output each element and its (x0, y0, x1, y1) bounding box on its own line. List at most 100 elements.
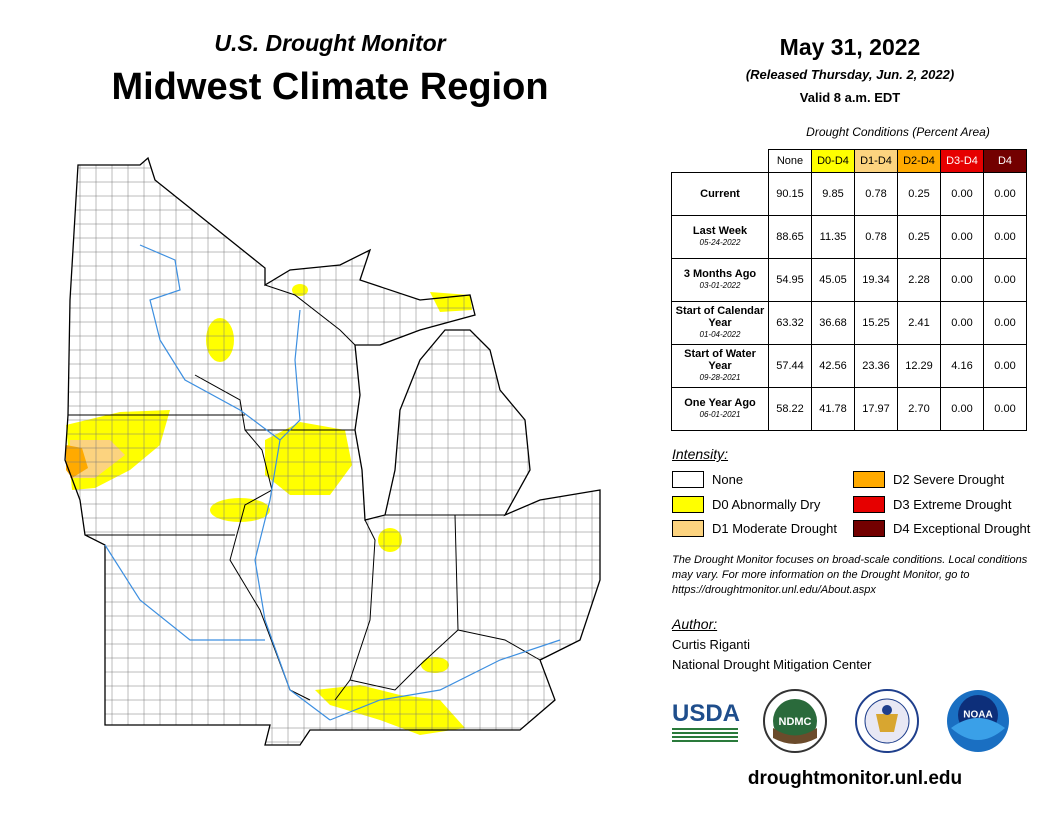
legend-item: D1 Moderate Drought (672, 520, 837, 537)
cell: 0.00 (940, 215, 984, 259)
logo-text: NDMC (779, 716, 812, 728)
cell: 63.32 (768, 301, 812, 345)
table-row: 3 Months Ago 03-01-2022 54.95 45.05 19.34 2.2… (671, 258, 1027, 302)
row-date: 09-28-2021 (699, 373, 741, 382)
cell: 0.00 (940, 172, 984, 216)
legend-item: D4 Exceptional Drought (853, 520, 1030, 537)
cell: 90.15 (768, 172, 812, 216)
column-header: D4 (983, 149, 1027, 173)
usda-logo: USDA (672, 700, 741, 746)
cell: 0.00 (940, 301, 984, 345)
cell: 0.00 (983, 344, 1027, 388)
cell: 2.41 (897, 301, 941, 345)
row-label: Start of Water Year 09-28-2021 (671, 344, 769, 388)
cell: 88.65 (768, 215, 812, 259)
table-row: Last Week 05-24-2022 88.65 11.35 0.78 0.25 0.0… (671, 215, 1027, 259)
legend-swatch (672, 520, 704, 537)
cell: 0.25 (897, 172, 941, 216)
rivers (104, 244, 561, 721)
table-caption: Drought Conditions (Percent Area) (806, 125, 990, 139)
logo-stripes (672, 728, 738, 742)
cell: 42.56 (811, 344, 855, 388)
table-row: One Year Ago 06-01-2021 58.22 41.78 17.97 2.7… (671, 387, 1027, 431)
cell: 0.25 (897, 215, 941, 259)
cell: 11.35 (811, 215, 855, 259)
column-header: D3-D4 (940, 149, 984, 173)
note: The Drought Monitor focuses on broad-sca… (672, 554, 1028, 596)
row-date: 06-01-2021 (699, 410, 741, 419)
legend-item: D2 Severe Drought (853, 471, 1004, 488)
row-name: Start of Water Year (684, 348, 756, 372)
legend-label: None (712, 472, 744, 487)
row-label: Current (671, 172, 769, 216)
valid-time: Valid 8 a.m. EDT (799, 90, 901, 105)
legend-item: D3 Extreme Drought (853, 495, 1012, 513)
cell: 0.00 (983, 301, 1027, 345)
legend-label: D3 Extreme Drought (893, 496, 1012, 512)
legend-swatch (672, 471, 704, 488)
state-borders (68, 284, 541, 701)
row-label: 3 Months Ago 03-01-2022 (671, 258, 769, 302)
row-label: Start of Calendar Year 01-04-2022 (671, 301, 769, 345)
column-header: D1-D4 (854, 149, 898, 173)
conditions-table: None D0-D4 D1-D4 D2-D4 D3-D4 D4 Current 90.15 9.… (671, 149, 1027, 431)
cell: 2.28 (897, 258, 941, 302)
cell: 9.85 (811, 172, 855, 216)
cell: 45.05 (811, 258, 855, 302)
logo-text: NOAA (963, 710, 992, 721)
row-name: Current (700, 188, 740, 200)
cell: 0.00 (983, 172, 1027, 216)
header-row: None D0-D4 D1-D4 D2-D4 D3-D4 D4 (672, 149, 1027, 173)
table-row: Current 90.15 9.85 0.78 0.25 0.00 0.00 (671, 172, 1027, 216)
legend-swatch (853, 471, 885, 488)
table-row: Start of Water Year 09-28-2021 57.44 42.56 2… (671, 344, 1027, 388)
legend-label: D0 Abnormally Dry (712, 496, 821, 512)
cell: 41.78 (811, 387, 855, 431)
row-date: 01-04-2022 (699, 330, 741, 339)
row-name: Start of Calendar Year (675, 305, 765, 329)
cell: 23.36 (854, 344, 898, 388)
cell: 0.00 (940, 387, 984, 431)
cell: 57.44 (768, 344, 812, 388)
author-name: Curtis Riganti (672, 637, 751, 652)
cell: 54.95 (768, 258, 812, 302)
row-name: One Year Ago (684, 397, 756, 409)
column-header: D0-D4 (811, 149, 855, 173)
cell: 15.25 (854, 301, 898, 345)
author-title: Author: (672, 616, 718, 632)
legend-label: D4 Exceptional Drought (893, 521, 1031, 536)
cell: 0.00 (940, 258, 984, 302)
author-org: National Drought Mitigation Center (672, 657, 872, 672)
noaa-logo: NOAA (947, 690, 1009, 752)
ndmc-logo: NDMC (763, 689, 827, 753)
legend-swatch (853, 520, 885, 537)
column-header: None (768, 149, 812, 173)
row-date: 03-01-2022 (699, 281, 741, 290)
subtitle: U.S. Drought Monitor (214, 30, 446, 56)
cell: 36.68 (811, 301, 855, 345)
row-label: Last Week 05-24-2022 (671, 215, 769, 259)
release-date: (Released Thursday, Jun. 2, 2022) (745, 67, 955, 82)
commerce-logo (855, 689, 919, 753)
column-header: D2-D4 (897, 149, 941, 173)
row-name: Last Week (692, 225, 748, 237)
legend-swatch (853, 495, 885, 513)
cell: 19.34 (854, 258, 898, 302)
map (64, 157, 601, 746)
cell: 0.78 (854, 172, 898, 216)
legend-label: D2 Severe Drought (893, 472, 1005, 487)
corner (672, 150, 769, 173)
row-label: One Year Ago 06-01-2021 (671, 387, 769, 431)
legend-label: D1 Moderate Drought (712, 521, 838, 536)
cell: 2.70 (897, 387, 941, 431)
logo-text: USDA (672, 700, 741, 727)
cell: 58.22 (768, 387, 812, 431)
legend-item: D0 Abnormally Dry (672, 495, 821, 513)
cell: 17.97 (854, 387, 898, 431)
website: droughtmonitor.unl.edu (747, 768, 963, 789)
cell: 0.00 (983, 215, 1027, 259)
county-lines (65, 158, 600, 745)
cell: 0.78 (854, 215, 898, 259)
row-date: 05-24-2022 (699, 238, 741, 247)
